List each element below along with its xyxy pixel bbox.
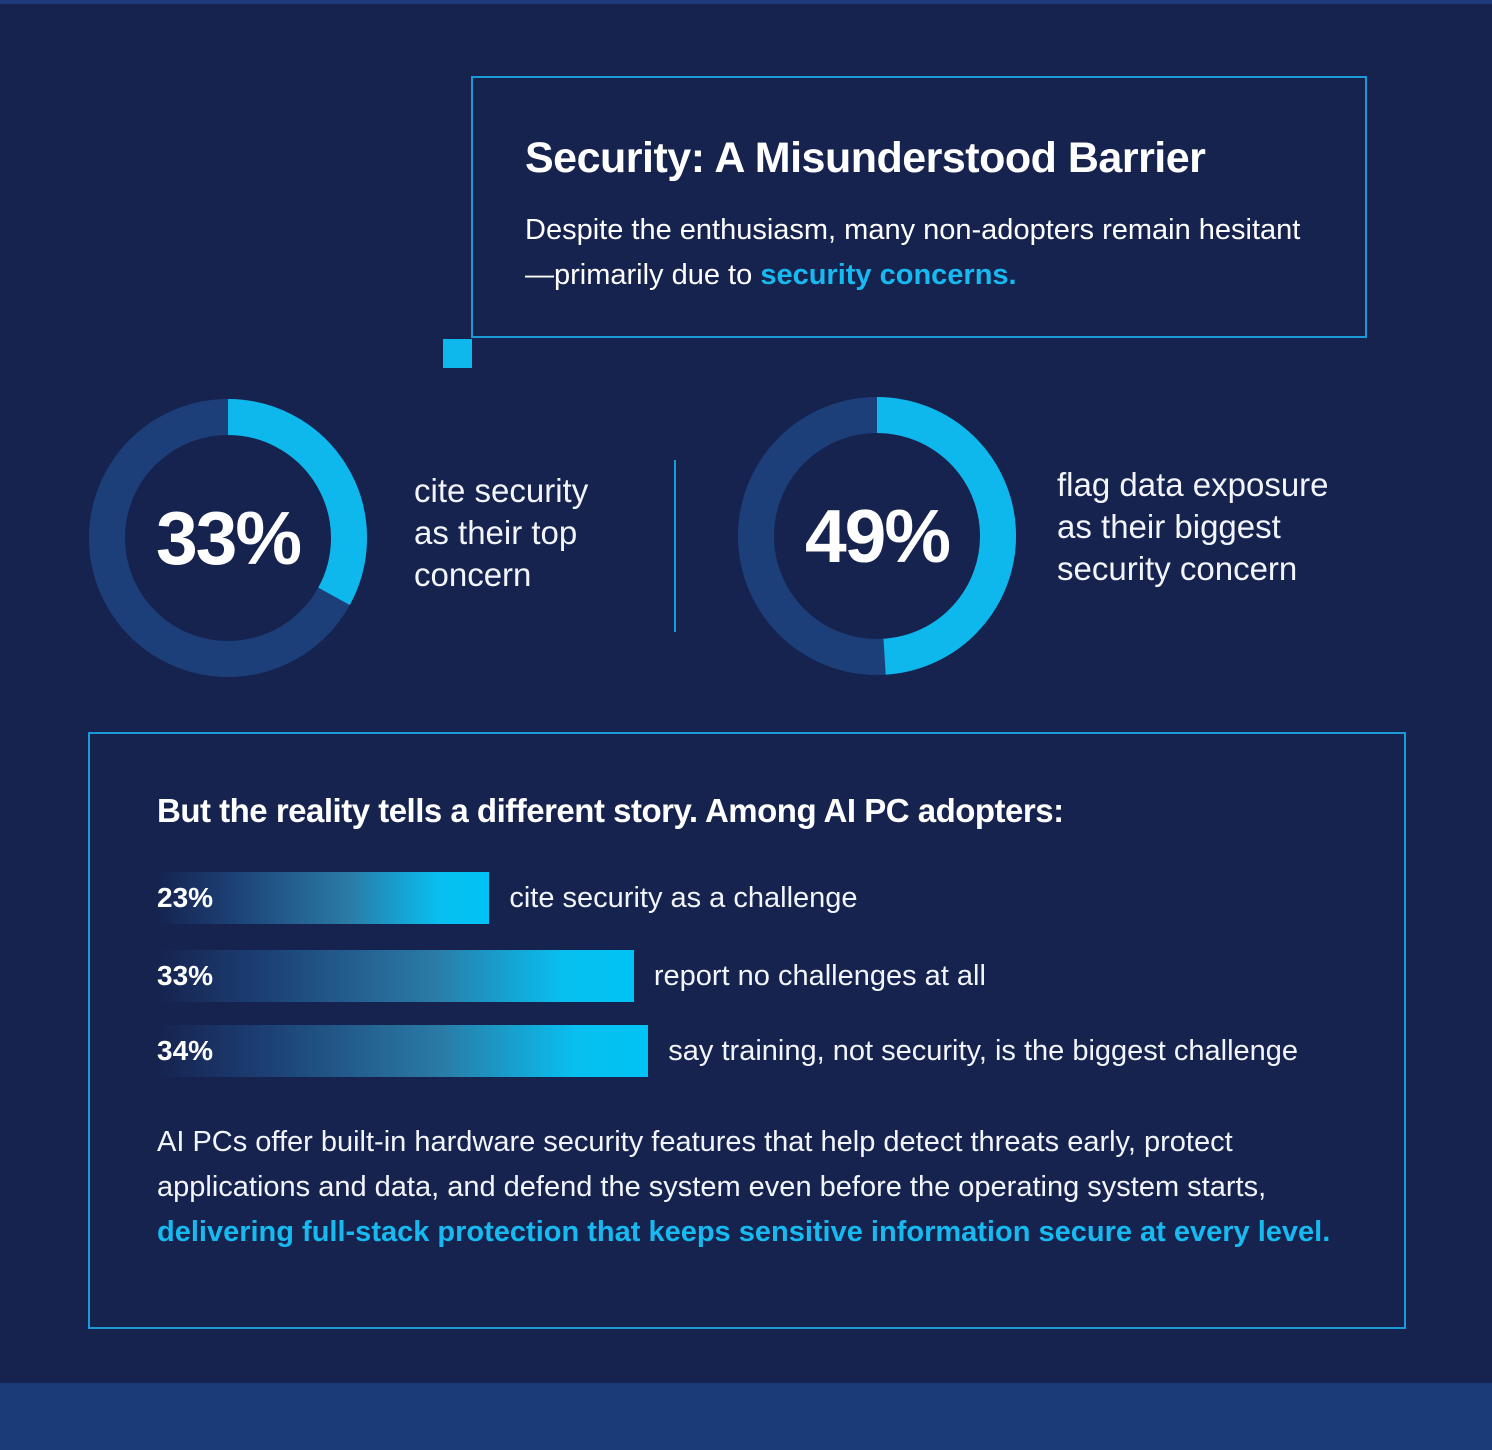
donut-value-arc xyxy=(876,397,1016,675)
donut-chart-security-top-concern: 33% xyxy=(89,399,367,677)
adopters-reality-panel: But the reality tells a different story.… xyxy=(88,732,1406,1329)
bar-category-label: cite security as a challenge xyxy=(509,882,858,914)
closing-body: AI PCs offer built-in hardware security … xyxy=(157,1126,1267,1203)
intro-body: Despite the enthusiasm, many non-adopter… xyxy=(525,214,1301,291)
bar-value-label: 23% xyxy=(157,882,214,913)
caption-line: as their top xyxy=(414,514,578,551)
bar-category-label: report no challenges at all xyxy=(653,960,986,992)
bar-value-label: 34% xyxy=(157,1035,214,1066)
vertical-divider xyxy=(674,460,676,632)
donut-caption-security-top-concern: cite security as their top concern xyxy=(414,470,588,596)
caption-line: concern xyxy=(414,556,532,593)
bar-chart-title: But the reality tells a different story.… xyxy=(157,792,1064,829)
donut-caption-data-exposure: flag data exposure as their biggest secu… xyxy=(1057,464,1329,590)
caption-line: cite security xyxy=(414,472,589,509)
bar-category-label: say training, not security, is the bigge… xyxy=(668,1035,1299,1067)
bar xyxy=(157,1025,649,1077)
bar xyxy=(157,950,634,1002)
top-accent-line xyxy=(0,0,1492,4)
closing-paragraph: AI PCs offer built-in hardware security … xyxy=(157,1120,1337,1255)
intro-highlight: security concerns. xyxy=(760,259,1017,291)
section-title: Security: A Misunderstood Barrier xyxy=(525,134,1206,182)
donut-value-arc xyxy=(227,399,367,605)
donut-chart-data-exposure: 49% xyxy=(738,397,1016,675)
footer-band xyxy=(0,1383,1492,1450)
donut-svg xyxy=(89,399,367,677)
intro-text: Despite the enthusiasm, many non-adopter… xyxy=(525,208,1325,298)
closing-highlight: delivering full-stack protection that ke… xyxy=(157,1216,1331,1248)
callout-corner-square xyxy=(443,339,472,368)
caption-line: security concern xyxy=(1057,550,1298,587)
donut-svg xyxy=(738,397,1016,675)
caption-line: as their biggest xyxy=(1057,508,1281,545)
caption-line: flag data exposure xyxy=(1057,466,1329,503)
donut-value-label: 33% xyxy=(155,496,302,580)
bar xyxy=(157,872,490,924)
bar-value-label: 33% xyxy=(157,960,214,991)
donut-value-label: 49% xyxy=(804,494,951,578)
intro-callout: Security: A Misunderstood Barrier Despit… xyxy=(471,76,1367,338)
